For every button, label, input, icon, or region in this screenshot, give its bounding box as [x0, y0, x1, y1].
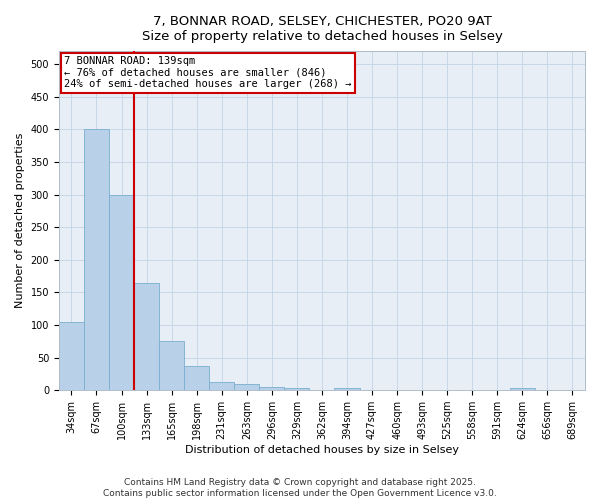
Text: 7 BONNAR ROAD: 139sqm
← 76% of detached houses are smaller (846)
24% of semi-det: 7 BONNAR ROAD: 139sqm ← 76% of detached … — [64, 56, 352, 90]
Bar — [184, 366, 209, 390]
Text: Contains HM Land Registry data © Crown copyright and database right 2025.
Contai: Contains HM Land Registry data © Crown c… — [103, 478, 497, 498]
Bar — [259, 387, 284, 390]
Bar — [159, 342, 184, 390]
Bar — [134, 282, 159, 390]
Bar — [510, 388, 535, 390]
Bar — [109, 194, 134, 390]
Bar — [234, 384, 259, 390]
Bar — [284, 388, 310, 390]
Bar — [209, 382, 234, 390]
Y-axis label: Number of detached properties: Number of detached properties — [15, 133, 25, 308]
Title: 7, BONNAR ROAD, SELSEY, CHICHESTER, PO20 9AT
Size of property relative to detach: 7, BONNAR ROAD, SELSEY, CHICHESTER, PO20… — [142, 15, 502, 43]
Bar — [334, 388, 359, 390]
X-axis label: Distribution of detached houses by size in Selsey: Distribution of detached houses by size … — [185, 445, 459, 455]
Bar — [84, 130, 109, 390]
Bar — [59, 322, 84, 390]
